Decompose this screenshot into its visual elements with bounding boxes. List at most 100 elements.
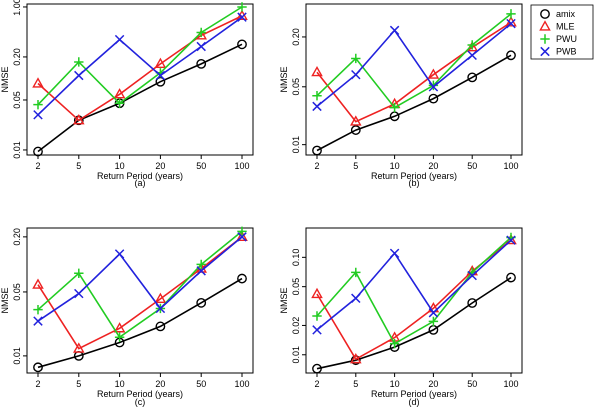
- data-point: [428, 93, 439, 104]
- series-line: [37, 236, 243, 322]
- data-point: [350, 125, 361, 135]
- series-line: [37, 6, 243, 106]
- data-point: [389, 248, 400, 259]
- series-line: [37, 277, 243, 369]
- data-point: [428, 316, 439, 327]
- data-point: [312, 363, 322, 374]
- data-point: [467, 40, 477, 50]
- x-tick-label: 20: [155, 161, 165, 171]
- x-tick-label: 100: [234, 161, 249, 171]
- legend-label: PWB: [556, 47, 577, 57]
- panel-caption: (d): [409, 397, 420, 407]
- series-amix: [312, 272, 516, 374]
- y-tick-label: 0.20: [291, 28, 301, 46]
- data-point: [33, 304, 43, 315]
- legend: amix MLE PWU PWB: [530, 4, 594, 60]
- panel-caption: (a): [135, 178, 146, 188]
- y-tick-label: 0.01: [291, 346, 301, 364]
- plot-frame: [305, 3, 523, 156]
- plot-frame: [26, 3, 254, 156]
- data-point: [113, 88, 126, 99]
- series-mle: [32, 9, 248, 125]
- series-line: [316, 54, 512, 152]
- series-line: [316, 22, 512, 108]
- data-point: [236, 230, 248, 241]
- data-point: [427, 68, 440, 79]
- data-point: [428, 308, 439, 318]
- data-point: [114, 98, 125, 108]
- data-point: [350, 352, 362, 364]
- data-point: [312, 145, 322, 156]
- legend-entry-pwb: PWB: [540, 46, 577, 57]
- data-point: [350, 115, 362, 126]
- chart-panel-1: 2 5 10 20 50 100 0.01 0.05 0.20 1.00 Return Period…: [0, 0, 254, 188]
- legend-marker: [539, 20, 551, 31]
- x-tick-label: 50: [467, 161, 477, 171]
- data-point: [33, 110, 43, 120]
- data-point: [506, 272, 516, 283]
- y-tick-label: 0.05: [12, 283, 22, 301]
- x-tick-label: 10: [390, 161, 400, 171]
- legend-label: MLE: [556, 22, 575, 32]
- data-point: [351, 267, 361, 278]
- series-pwu: [312, 9, 516, 113]
- legend-marker: [540, 46, 550, 57]
- data-point: [73, 114, 85, 125]
- y-tick-label: 0.05: [12, 91, 22, 109]
- chart-panel-2: 2 5 10 20 50 100 0.01 0.05 0.20 Return Period (ye…: [279, 3, 523, 188]
- chart-panel-4: 2 5 10 20 50 100 0.01 0.02 0.05 0.10 Return Period…: [279, 227, 523, 407]
- data-point: [154, 292, 167, 303]
- series-line: [316, 239, 512, 361]
- y-tick-label: 0.10: [291, 249, 301, 267]
- data-point: [389, 25, 400, 36]
- data-point: [74, 57, 84, 67]
- data-point: [33, 362, 43, 373]
- data-point: [350, 355, 361, 366]
- data-point: [312, 325, 322, 335]
- x-tick-label: 10: [115, 379, 125, 389]
- series-line: [316, 236, 512, 345]
- data-point: [196, 58, 207, 69]
- data-point: [33, 146, 43, 157]
- data-point: [74, 288, 84, 299]
- data-point: [196, 259, 206, 270]
- x-tick-label: 10: [390, 379, 400, 389]
- data-point: [237, 273, 247, 284]
- data-point: [114, 332, 125, 342]
- data-point: [506, 18, 516, 29]
- panel-caption: (b): [409, 178, 420, 188]
- x-tick-label: 20: [428, 379, 438, 389]
- data-point: [351, 69, 361, 80]
- data-point: [506, 50, 516, 61]
- y-tick-label: 0.02: [291, 317, 301, 335]
- data-point: [32, 278, 44, 289]
- series-line: [37, 230, 243, 339]
- x-tick-label: 50: [196, 161, 206, 171]
- data-point: [311, 65, 323, 77]
- series-pwu: [33, 226, 247, 342]
- data-point: [196, 266, 206, 276]
- series-pwb: [33, 12, 247, 120]
- data-point: [196, 41, 206, 52]
- x-tick-label: 2: [35, 379, 40, 389]
- y-tick-label: 0.05: [291, 78, 301, 96]
- data-point: [237, 2, 247, 12]
- x-tick-label: 5: [76, 161, 81, 171]
- data-point: [506, 235, 516, 245]
- y-tick-label: 0.20: [12, 48, 22, 66]
- series-line: [37, 16, 243, 116]
- series-pwb: [33, 232, 247, 326]
- legend-marker: [540, 9, 550, 19]
- data-point: [74, 70, 84, 81]
- legend-label: amix: [556, 9, 576, 19]
- x-tick-label: 100: [503, 379, 518, 389]
- data-point: [196, 27, 206, 38]
- data-point: [237, 232, 247, 242]
- series-line: [316, 239, 512, 331]
- series-line: [37, 236, 243, 350]
- series-mle: [311, 233, 517, 364]
- legend-entry-amix: amix: [540, 9, 576, 19]
- data-point: [154, 57, 167, 68]
- legend-marker: [540, 34, 550, 44]
